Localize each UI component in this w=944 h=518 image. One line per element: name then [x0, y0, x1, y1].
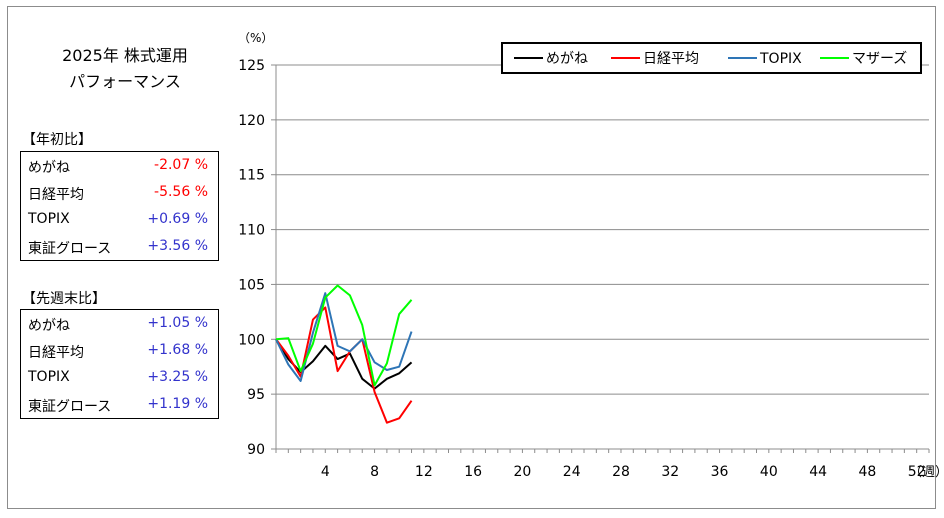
- legend-box: [501, 42, 922, 74]
- y-tick-label: 100: [238, 332, 265, 348]
- wow-row-value: +3.25 %: [147, 369, 208, 385]
- wow-row-topix: TOPIX +3.25 %: [21, 365, 218, 392]
- legend-label: マザーズ: [852, 51, 907, 67]
- wow-row-megane: めがね +1.05 %: [21, 311, 218, 338]
- y-tick-label: 120: [238, 113, 265, 129]
- wow-header: 【先週末比】: [22, 291, 106, 307]
- chart-title-line2: パフォーマンス: [69, 72, 181, 91]
- x-tick-label: 16: [464, 464, 482, 480]
- x-tick-label: 12: [415, 464, 433, 480]
- y-tick-label: 125: [238, 58, 265, 74]
- ytd-row-value: +0.69 %: [147, 211, 208, 227]
- wow-row-value: +1.05 %: [147, 315, 208, 331]
- chart-title-line1: 2025年 株式運用: [62, 46, 188, 65]
- wow-row-label: TOPIX: [28, 369, 70, 385]
- x-tick-label: 36: [711, 464, 729, 480]
- ytd-row-nikkei: 日経平均 -5.56 %: [21, 180, 218, 207]
- x-tick-label: 8: [370, 464, 379, 480]
- y-tick-label: 95: [247, 387, 265, 403]
- series-line-1: [275, 306, 413, 424]
- x-tick-label: 20: [514, 464, 532, 480]
- ytd-table: めがね -2.07 % 日経平均 -5.56 % TOPIX +0.69 % 東…: [20, 151, 219, 261]
- wow-table: めがね +1.05 % 日経平均 +1.68 % TOPIX +3.25 % 東…: [20, 309, 219, 419]
- series-line-3: [275, 284, 413, 387]
- x-tick-label: 32: [661, 464, 679, 480]
- ytd-row-growth: 東証グロース +3.56 %: [21, 234, 218, 261]
- ytd-header: 【年初比】: [22, 132, 92, 148]
- x-tick-label: 4: [321, 464, 330, 480]
- ytd-row-label: TOPIX: [28, 211, 70, 227]
- x-tick-label: 24: [563, 464, 581, 480]
- wow-row-label: 東証グロース: [28, 399, 112, 415]
- y-unit-label: （%）: [238, 31, 273, 45]
- y-tick-label: 115: [238, 168, 265, 184]
- wow-row-label: めがね: [28, 318, 70, 334]
- wow-row-growth: 東証グロース +1.19 %: [21, 392, 218, 419]
- ytd-row-megane: めがね -2.07 %: [21, 153, 218, 180]
- x-tick-label: 28: [612, 464, 630, 480]
- series-line-0: [275, 338, 413, 390]
- legend-label: めがね: [546, 51, 588, 67]
- series-line-2: [275, 292, 413, 382]
- ytd-row-label: 日経平均: [28, 187, 84, 203]
- wow-row-nikkei: 日経平均 +1.68 %: [21, 338, 218, 365]
- wow-row-value: +1.68 %: [147, 342, 208, 358]
- wow-row-value: +1.19 %: [147, 396, 208, 412]
- ytd-row-value: +3.56 %: [147, 238, 208, 254]
- x-tick-label: 48: [858, 464, 876, 480]
- y-tick-label: 105: [238, 277, 265, 293]
- y-tick-label: 90: [247, 442, 265, 458]
- ytd-row-value: -5.56 %: [154, 184, 208, 200]
- x-unit-label: （週）: [909, 465, 944, 480]
- legend-label: 日経平均: [643, 51, 699, 67]
- y-tick-label: 110: [238, 223, 265, 239]
- x-tick-label: 40: [760, 464, 778, 480]
- legend-label: TOPIX: [759, 51, 802, 67]
- ytd-row-value: -2.07 %: [154, 157, 208, 173]
- wow-row-label: 日経平均: [28, 345, 84, 361]
- x-tick-label: 52: [908, 464, 926, 480]
- ytd-row-topix: TOPIX +0.69 %: [21, 207, 218, 234]
- ytd-row-label: めがね: [28, 160, 70, 176]
- x-tick-label: 44: [809, 464, 827, 480]
- ytd-row-label: 東証グロース: [28, 241, 112, 257]
